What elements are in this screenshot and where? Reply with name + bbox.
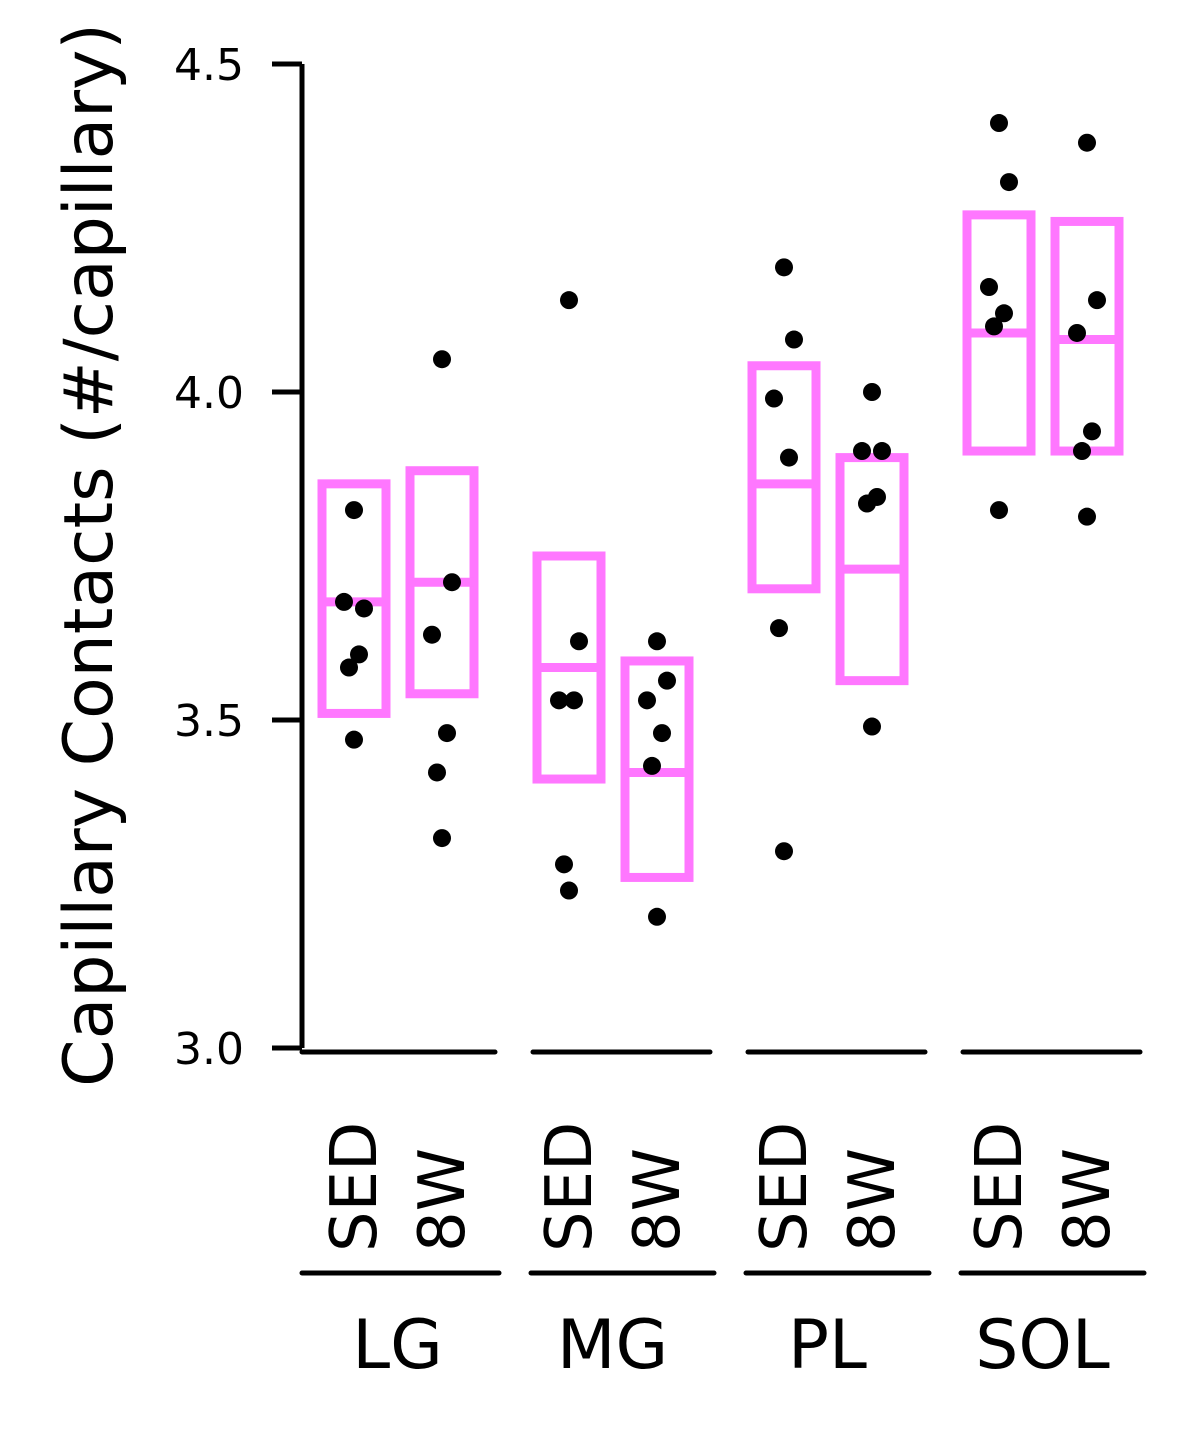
y-tick-label: 4.5 — [174, 40, 244, 91]
data-point — [423, 625, 441, 644]
data-point — [770, 619, 788, 638]
group-label: PL — [788, 1306, 867, 1385]
data-point — [1000, 173, 1018, 192]
data-point — [858, 494, 876, 513]
data-point — [643, 756, 661, 775]
y-axis: 3.0 3.5 4.0 4.5 — [174, 40, 305, 1075]
group-label: LG — [352, 1306, 443, 1385]
data-point — [985, 317, 1003, 336]
data-point — [648, 632, 666, 651]
data-point — [355, 599, 373, 618]
data-point — [853, 442, 871, 461]
condition-label: 8W — [836, 1148, 910, 1252]
data-point — [565, 691, 583, 710]
data-point — [550, 691, 568, 710]
data-point — [990, 501, 1008, 520]
data-point — [873, 442, 891, 461]
group-label: MG — [557, 1306, 668, 1385]
data-point — [980, 278, 998, 297]
condition-label: 8W — [406, 1148, 480, 1252]
data-point — [560, 291, 578, 310]
data-point — [1073, 442, 1091, 461]
data-point — [1078, 507, 1096, 526]
data-point — [340, 658, 358, 677]
data-point — [438, 724, 456, 743]
data-point — [765, 389, 783, 408]
condition-label: 8W — [1051, 1148, 1125, 1252]
data-point — [775, 842, 793, 861]
data-point — [1068, 323, 1086, 342]
data-point — [350, 645, 368, 664]
data-point — [560, 881, 578, 900]
data-point — [990, 114, 1008, 133]
y-tick-label: 3.5 — [174, 696, 244, 747]
data-point — [555, 855, 573, 874]
data-point — [345, 501, 363, 520]
data-point — [658, 671, 676, 690]
data-point — [335, 592, 353, 611]
data-point — [433, 350, 451, 369]
data-point — [443, 573, 461, 592]
condition-label: 8W — [621, 1148, 695, 1252]
y-tick-label: 4.0 — [174, 368, 244, 419]
data-point — [775, 258, 793, 277]
data-point — [428, 763, 446, 782]
data-point — [433, 829, 451, 848]
data-point — [648, 907, 666, 926]
data-point — [995, 304, 1013, 323]
y-tick-label: 3.0 — [174, 1024, 244, 1075]
summary-box — [747, 361, 821, 594]
condition-label: SED — [963, 1122, 1037, 1252]
data-point — [1088, 291, 1106, 310]
condition-label: SED — [318, 1122, 392, 1252]
condition-label: SED — [533, 1122, 607, 1252]
data-point — [638, 691, 656, 710]
group-label: SOL — [975, 1306, 1110, 1385]
data-point — [1083, 422, 1101, 441]
data-point — [653, 724, 671, 743]
data-point — [1078, 133, 1096, 152]
condition-label: SED — [748, 1122, 822, 1252]
data-point — [345, 730, 363, 749]
data-point — [780, 448, 798, 467]
y-axis-title: Capillary Contacts (#/capillary) — [50, 23, 129, 1087]
data-points — [335, 114, 1106, 926]
data-point — [570, 632, 588, 651]
data-point — [863, 383, 881, 401]
data-point — [785, 330, 803, 349]
data-point — [863, 717, 881, 736]
